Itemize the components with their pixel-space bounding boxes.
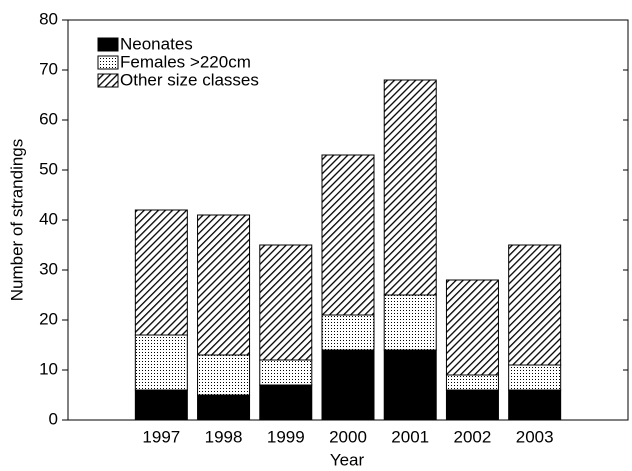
legend-swatch xyxy=(97,55,119,70)
y-tick-label: 0 xyxy=(49,409,58,428)
y-tick-label: 40 xyxy=(39,209,58,228)
y-tick-label: 60 xyxy=(39,109,58,128)
bar-segment xyxy=(508,364,562,391)
bar-segment xyxy=(134,209,188,336)
x-tick-label: 2002 xyxy=(454,427,492,446)
legend-swatch xyxy=(97,73,119,88)
bar-segment xyxy=(445,374,499,391)
bar-segment xyxy=(197,394,251,421)
bar-segment xyxy=(383,294,437,351)
y-tick-label: 80 xyxy=(39,9,58,28)
y-tick-label: 70 xyxy=(39,59,58,78)
legend-swatch xyxy=(97,37,119,52)
y-tick-label: 30 xyxy=(39,259,58,278)
bar-segment xyxy=(197,214,251,356)
bar-segment xyxy=(383,349,437,421)
x-tick-label: 1999 xyxy=(267,427,305,446)
x-tick-label: 2003 xyxy=(516,427,554,446)
legend-label: Other size classes xyxy=(120,70,259,89)
x-tick-label: 1998 xyxy=(205,427,243,446)
legend-label: Neonates xyxy=(120,34,193,53)
x-tick-label: 2000 xyxy=(329,427,367,446)
bar-segment xyxy=(445,279,499,376)
bar-segment xyxy=(508,389,562,421)
x-axis-label: Year xyxy=(330,450,365,469)
y-tick-label: 20 xyxy=(39,309,58,328)
x-tick-label: 2001 xyxy=(391,427,429,446)
bar-segment xyxy=(321,349,375,421)
bar-segment xyxy=(197,354,251,396)
y-tick-label: 10 xyxy=(39,359,58,378)
x-tick-label: 1997 xyxy=(142,427,180,446)
bar-segment xyxy=(321,314,375,351)
bar-segment xyxy=(445,389,499,421)
bar-segment xyxy=(259,359,313,386)
bar-segment xyxy=(259,244,313,361)
bar-segment xyxy=(134,334,188,391)
bar-segment xyxy=(383,79,437,296)
y-tick-label: 50 xyxy=(39,159,58,178)
bar-segment xyxy=(321,154,375,316)
bar-segment xyxy=(508,244,562,366)
bar-segment xyxy=(259,384,313,421)
bar-segment xyxy=(134,389,188,421)
legend-label: Females >220cm xyxy=(120,52,251,71)
y-axis-label: Number of strandings xyxy=(7,139,26,302)
